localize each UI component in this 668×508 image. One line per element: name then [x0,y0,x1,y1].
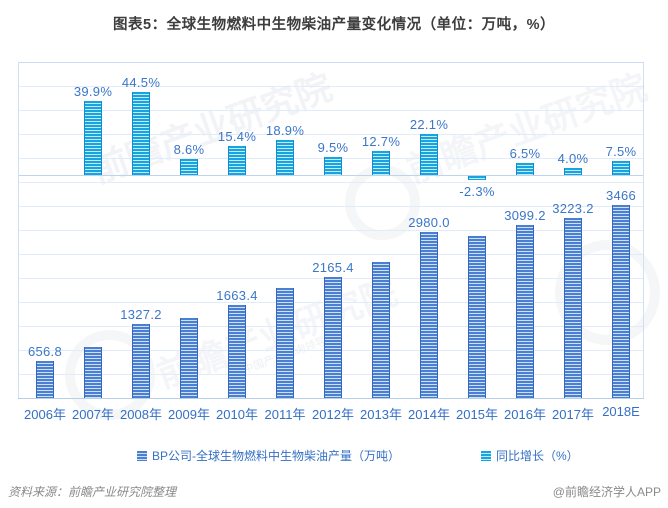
production-value-label: 1663.4 [216,288,258,303]
production-bar [516,225,534,398]
production-bar [228,305,246,398]
x-axis-line [18,398,644,399]
x-tick-label: 2012年 [312,407,354,422]
growth-value-label: 12.7% [361,134,401,149]
production-bar [564,218,582,398]
source-note: 资料来源：前瞻产业研究院整理 [8,485,177,499]
growth-value-label: 6.5% [509,146,541,161]
production-bar [132,324,150,398]
production-bar [180,318,198,398]
production-value-label: 1327.2 [120,307,162,322]
production-value-label: 2165.4 [312,260,354,275]
credit-note: @前瞻经济学人APP [552,485,661,499]
gridline [18,254,643,255]
x-tick-label: 2010年 [216,407,258,422]
growth-bar [228,146,246,175]
gridline [18,206,643,207]
legend-label-growth: 同比增长（%） [496,449,579,463]
x-tick-label: 2008年 [120,407,162,422]
production-bar [468,236,486,398]
x-tick-label: 2018E [602,404,640,419]
gridline [18,134,643,135]
production-bar [612,205,630,398]
legend-item-growth: 同比增长（%） [481,447,579,464]
gridline [18,182,643,183]
x-tick-label: 2015年 [456,407,498,422]
production-value-label: 656.8 [27,344,63,359]
chart-title: 图表5：全球生物燃料中生物柴油产量变化情况（单位：万吨，%） [113,17,555,33]
production-bar [372,262,390,398]
y-axis-line-right [643,62,644,398]
growth-bar [84,101,102,175]
growth-value-label: 8.6% [173,142,205,157]
growth-value-label: -2.3% [459,184,495,199]
x-tick-label: 2013年 [360,407,402,422]
growth-bar [564,168,582,175]
growth-value-label: 22.1% [409,117,449,132]
growth-value-label: 7.5% [605,144,637,159]
growth-value-label: 4.0% [557,151,589,166]
growth-bar-negative [468,176,486,180]
x-tick-label: 2016年 [504,407,546,422]
growth-bar [180,159,198,175]
legend-marker-growth-icon [481,450,491,461]
production-bar [324,277,342,398]
growth-bar [516,163,534,175]
growth-value-label: 18.9% [265,123,305,138]
gridline [18,62,643,63]
growth-bar [132,92,150,175]
production-value-label: 3099.2 [504,208,546,223]
growth-bar [372,151,390,175]
x-tick-label: 2007年 [72,407,114,422]
gridline [18,86,643,87]
x-tick-label: 2009年 [168,407,210,422]
production-value-label: 2980.0 [408,215,450,230]
growth-bar [276,140,294,175]
production-value-label: 3223.2 [552,201,594,216]
legend-label-production: BP公司-全球生物燃料中生物柴油产量（万吨） [152,449,401,463]
legend: BP公司-全球生物燃料中生物柴油产量（万吨） 同比增长（%） [0,447,668,463]
production-bar [36,361,54,398]
growth-zero-line [18,175,643,176]
production-bar [420,232,438,398]
legend-item-production: BP公司-全球生物燃料中生物柴油产量（万吨） [137,447,400,464]
growth-bar [324,157,342,175]
growth-bar [612,161,630,175]
x-tick-label: 2014年 [408,407,450,422]
production-bar [84,347,102,398]
growth-value-label: 44.5% [121,75,161,90]
gridline [18,230,643,231]
growth-value-label: 9.5% [317,140,349,155]
growth-bar [420,134,438,175]
x-tick-label: 2011年 [264,407,306,422]
production-bar [276,288,294,398]
gridline [18,110,643,111]
production-value-label: 3466 [605,188,637,203]
growth-value-label: 39.9% [73,84,113,99]
x-tick-label: 2017年 [552,407,594,422]
x-tick-label: 2006年 [24,407,66,422]
y-axis-line-left [18,62,19,398]
legend-marker-production-icon [137,450,147,461]
growth-value-label: 15.4% [217,129,257,144]
